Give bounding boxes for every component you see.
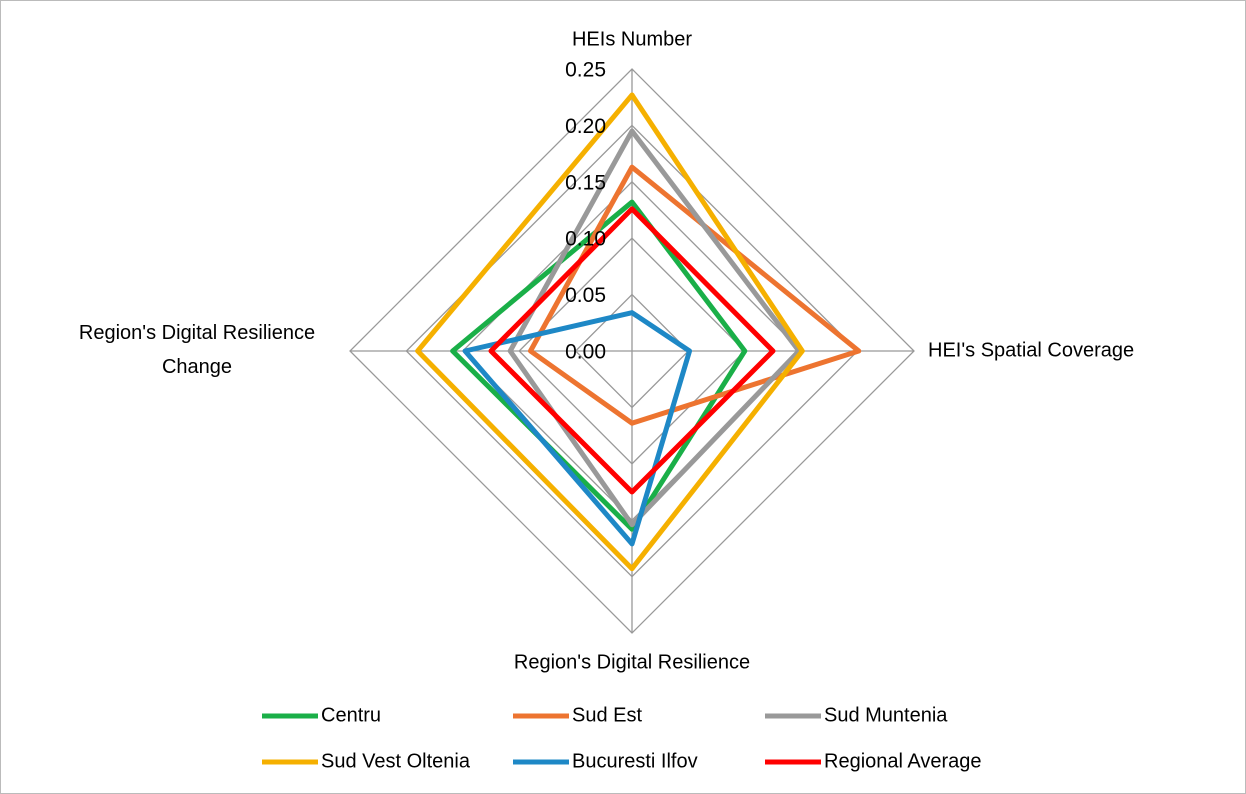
legend-label: Sud Muntenia [824,704,948,726]
series-line [450,199,748,532]
legend-label: Centru [321,704,381,726]
category-label-line: Region's Digital Resilience [79,322,315,344]
category-label: Region's Digital Resilience Change [79,322,315,378]
category-label: HEIs Number [572,28,692,50]
category-label: Region's Digital Resilience [514,651,750,673]
legend-label: Bucuresti Ilfov [572,750,698,772]
series-line [527,164,862,426]
y-tick-label: 0.20 [565,115,606,138]
y-tick-label: 0.25 [565,59,606,82]
series-line [415,92,805,572]
series-line [462,310,693,547]
y-tick-label: 0.05 [565,284,606,307]
category-label-line: Change [162,356,232,378]
series-line [488,206,776,495]
legend-label: Sud Est [572,704,642,726]
series-line [507,128,802,528]
y-tick-label: 0.10 [565,228,606,251]
y-tick-label: 0.15 [565,171,606,194]
category-label: HEI's Spatial Coverage [928,339,1134,361]
legend-label: Sud Vest Oltenia [321,750,471,772]
y-tick-label: 0.00 [565,341,606,364]
legend-label: Regional Average [824,750,982,772]
